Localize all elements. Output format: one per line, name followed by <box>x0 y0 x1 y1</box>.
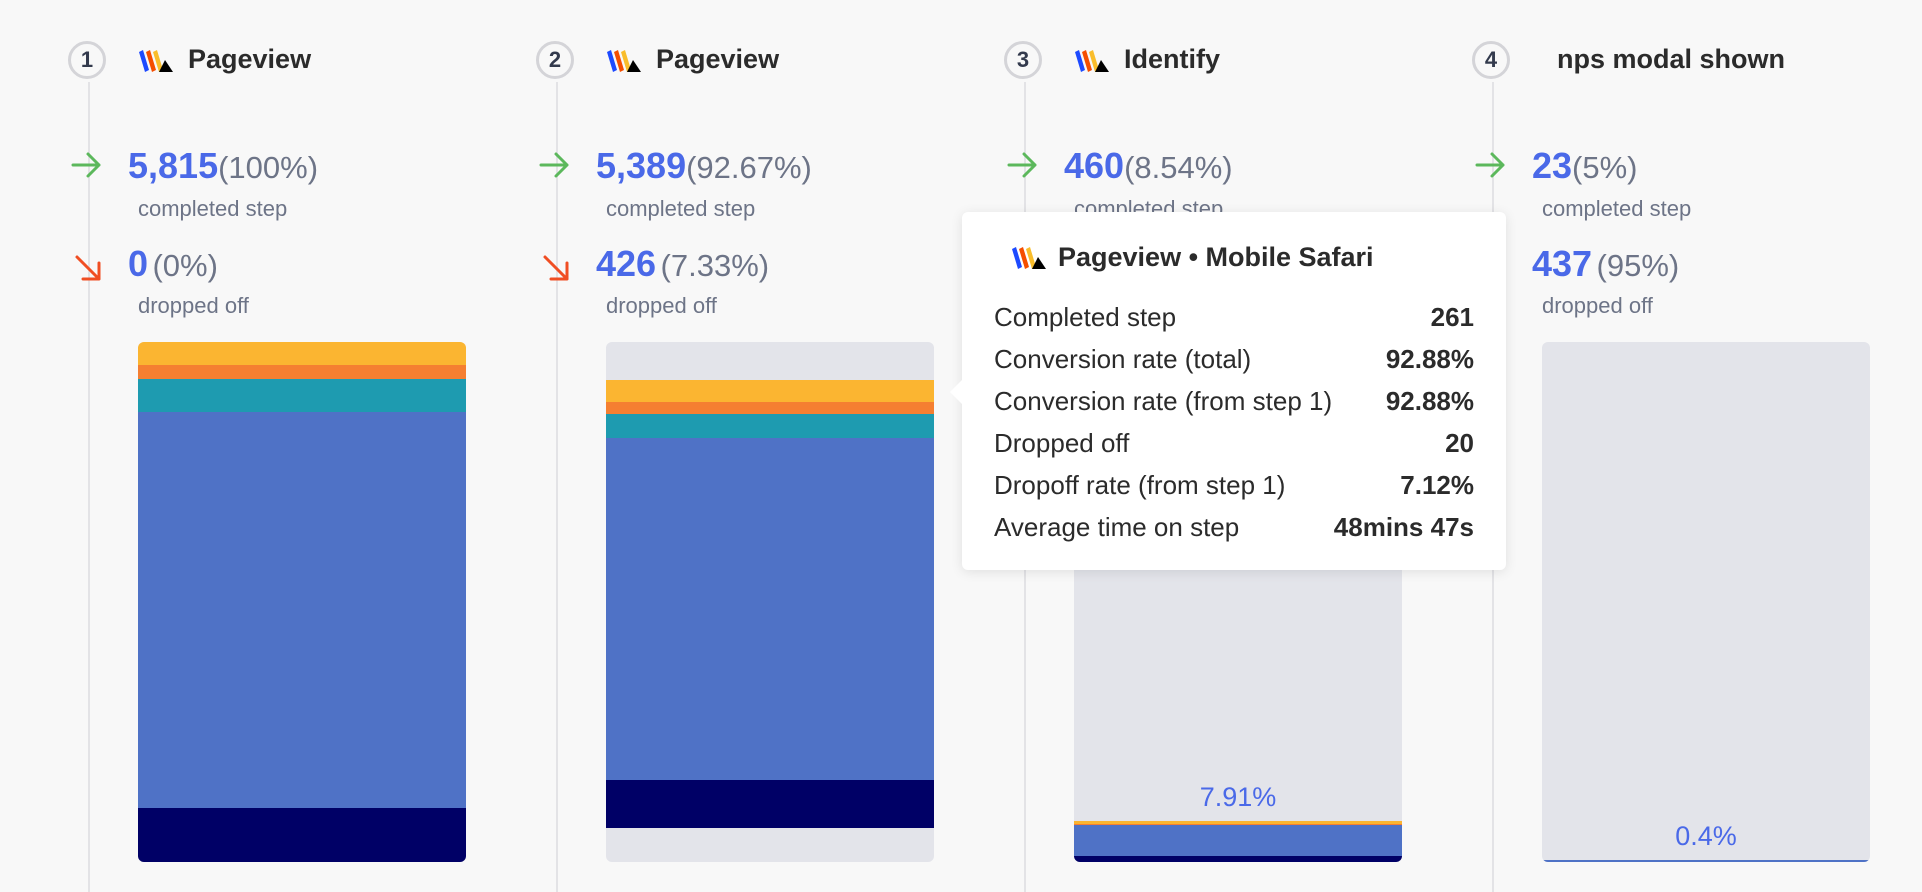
tooltip-row-label: Dropped off <box>994 427 1130 458</box>
tooltip-row-value: 92.88% <box>1385 343 1474 374</box>
dropped-percent: (95%) <box>1596 248 1680 283</box>
funnel-bar[interactable] <box>138 342 466 862</box>
bar-segment[interactable] <box>138 342 466 365</box>
tooltip-row: Dropoff rate (from step 1) 7.12% <box>994 464 1474 506</box>
dropped-count: 437 <box>1532 243 1593 284</box>
completed-step-metric[interactable]: 5,389(92.67%) <box>596 145 812 187</box>
bar-segment[interactable] <box>1074 821 1402 824</box>
bar-fill[interactable] <box>138 342 466 862</box>
dropped-off-metric[interactable]: 437 (95%) <box>1532 243 1679 285</box>
tooltip-table: Completed step 261 Conversion rate (total… <box>994 296 1474 548</box>
funnel-bar[interactable] <box>606 342 934 862</box>
posthog-logo-icon <box>1075 50 1109 72</box>
tooltip-row: Dropped off 20 <box>994 422 1474 464</box>
completed-count: 23 <box>1532 145 1573 186</box>
step-rail <box>88 82 90 892</box>
bar-segment[interactable] <box>1542 860 1870 862</box>
bar-segment[interactable] <box>1074 825 1402 856</box>
tooltip-title: Pageview • Mobile Safari <box>1058 242 1374 272</box>
completed-step-metric[interactable]: 5,815(100%) <box>128 145 318 187</box>
tooltip-row-value: 48mins 47s <box>1333 511 1474 542</box>
completed-percent: (92.67%) <box>686 150 812 185</box>
tooltip-row-label: Conversion rate (from step 1) <box>994 385 1333 416</box>
step-title[interactable]: Pageview <box>188 44 312 74</box>
dropped-label: dropped off <box>606 293 717 318</box>
tooltip-row: Average time on step 48mins 47s <box>994 506 1474 548</box>
step-title[interactable]: nps modal shown <box>1557 44 1786 74</box>
dropped-percent: (0%) <box>152 248 218 283</box>
tooltip-row: Conversion rate (total) 92.88% <box>994 338 1474 380</box>
completed-percent: (5%) <box>1572 150 1638 185</box>
completed-arrow-icon <box>70 148 104 182</box>
bar-fill[interactable] <box>606 380 934 862</box>
bar-segment[interactable] <box>1074 824 1402 825</box>
tooltip-row: Completed step 261 <box>994 296 1474 338</box>
tooltip-row-label: Average time on step <box>994 511 1240 542</box>
tooltip-row-label: Conversion rate (total) <box>994 343 1252 374</box>
posthog-logo-icon <box>607 50 641 72</box>
bar-segment[interactable] <box>606 402 934 414</box>
tooltip-row-label: Completed step <box>994 301 1177 332</box>
dropped-count: 426 <box>596 243 657 284</box>
posthog-logo-icon <box>1012 246 1046 269</box>
step-rail <box>556 82 558 892</box>
completed-percent: (100%) <box>218 150 319 185</box>
bar-segment[interactable] <box>606 780 934 828</box>
tooltip-row-value: 92.88% <box>1385 385 1474 416</box>
bar-segment[interactable] <box>1074 856 1402 862</box>
tooltip-row-label: Dropoff rate (from step 1) <box>994 469 1286 500</box>
bar-conversion-label: 0.4% <box>1675 821 1737 851</box>
bar-segment[interactable] <box>138 808 466 862</box>
funnel-step-2: 2 Pageview 5,389(92.67%) completed step … <box>468 0 938 892</box>
bar-segment[interactable] <box>606 380 934 402</box>
tooltip-header: Pageview • Mobile Safari <box>1012 242 1374 273</box>
tooltip-row: Conversion rate (from step 1) 92.88% <box>994 380 1474 422</box>
completed-percent: (8.54%) <box>1124 150 1233 185</box>
step-number-badge: 3 <box>1004 41 1042 79</box>
bar-segment[interactable] <box>606 414 934 438</box>
completed-arrow-icon <box>1474 148 1508 182</box>
bar-segment[interactable] <box>138 379 466 412</box>
breakdown-tooltip: Pageview • Mobile Safari Completed step 2… <box>950 212 1506 570</box>
posthog-logo-icon <box>139 50 173 72</box>
step-number-badge: 4 <box>1472 41 1510 79</box>
dropped-percent: (7.33%) <box>660 248 770 283</box>
dropped-off-arrow-icon <box>72 252 106 286</box>
completed-count: 5,815 <box>128 145 219 186</box>
funnel-bar[interactable]: 0.4% <box>1542 342 1870 862</box>
bar-fill[interactable] <box>1542 860 1870 862</box>
completed-arrow-icon <box>1006 148 1040 182</box>
completed-label: completed step <box>138 196 288 221</box>
completed-label: completed step <box>606 196 756 221</box>
bar-fill[interactable] <box>1074 821 1402 862</box>
tooltip-row-value: 7.12% <box>1400 469 1474 500</box>
bar-segment[interactable] <box>138 412 466 808</box>
step-title[interactable]: Pageview <box>656 44 780 74</box>
completed-step-metric[interactable]: 460(8.54%) <box>1064 145 1233 187</box>
completed-count: 5,389 <box>596 145 687 186</box>
step-number-badge: 2 <box>536 41 574 79</box>
dropped-off-metric[interactable]: 0 (0%) <box>128 243 218 285</box>
dropped-label: dropped off <box>138 293 249 318</box>
bar-conversion-label: 7.91% <box>1199 782 1277 812</box>
dropped-off-metric[interactable]: 426 (7.33%) <box>596 243 769 285</box>
completed-step-metric[interactable]: 23(5%) <box>1532 145 1638 187</box>
step-title[interactable]: Identify <box>1124 44 1221 74</box>
dropped-off-arrow-icon <box>540 252 574 286</box>
funnel-step-4: 4 nps modal shown 23(5%) completed step … <box>1404 0 1874 892</box>
dropped-label: dropped off <box>1542 293 1653 318</box>
bar-segment[interactable] <box>138 365 466 379</box>
completed-arrow-icon <box>538 148 572 182</box>
completed-count: 460 <box>1064 145 1125 186</box>
bar-segment[interactable] <box>606 438 934 780</box>
completed-label: completed step <box>1542 196 1692 221</box>
funnel-step-1: 1 Pageview 5,815(100%) completed step 0 … <box>0 0 470 892</box>
tooltip-row-value: 261 <box>1430 301 1474 332</box>
dropped-count: 0 <box>128 243 149 284</box>
step-number-badge: 1 <box>68 41 106 79</box>
tooltip-row-value: 20 <box>1445 427 1474 458</box>
